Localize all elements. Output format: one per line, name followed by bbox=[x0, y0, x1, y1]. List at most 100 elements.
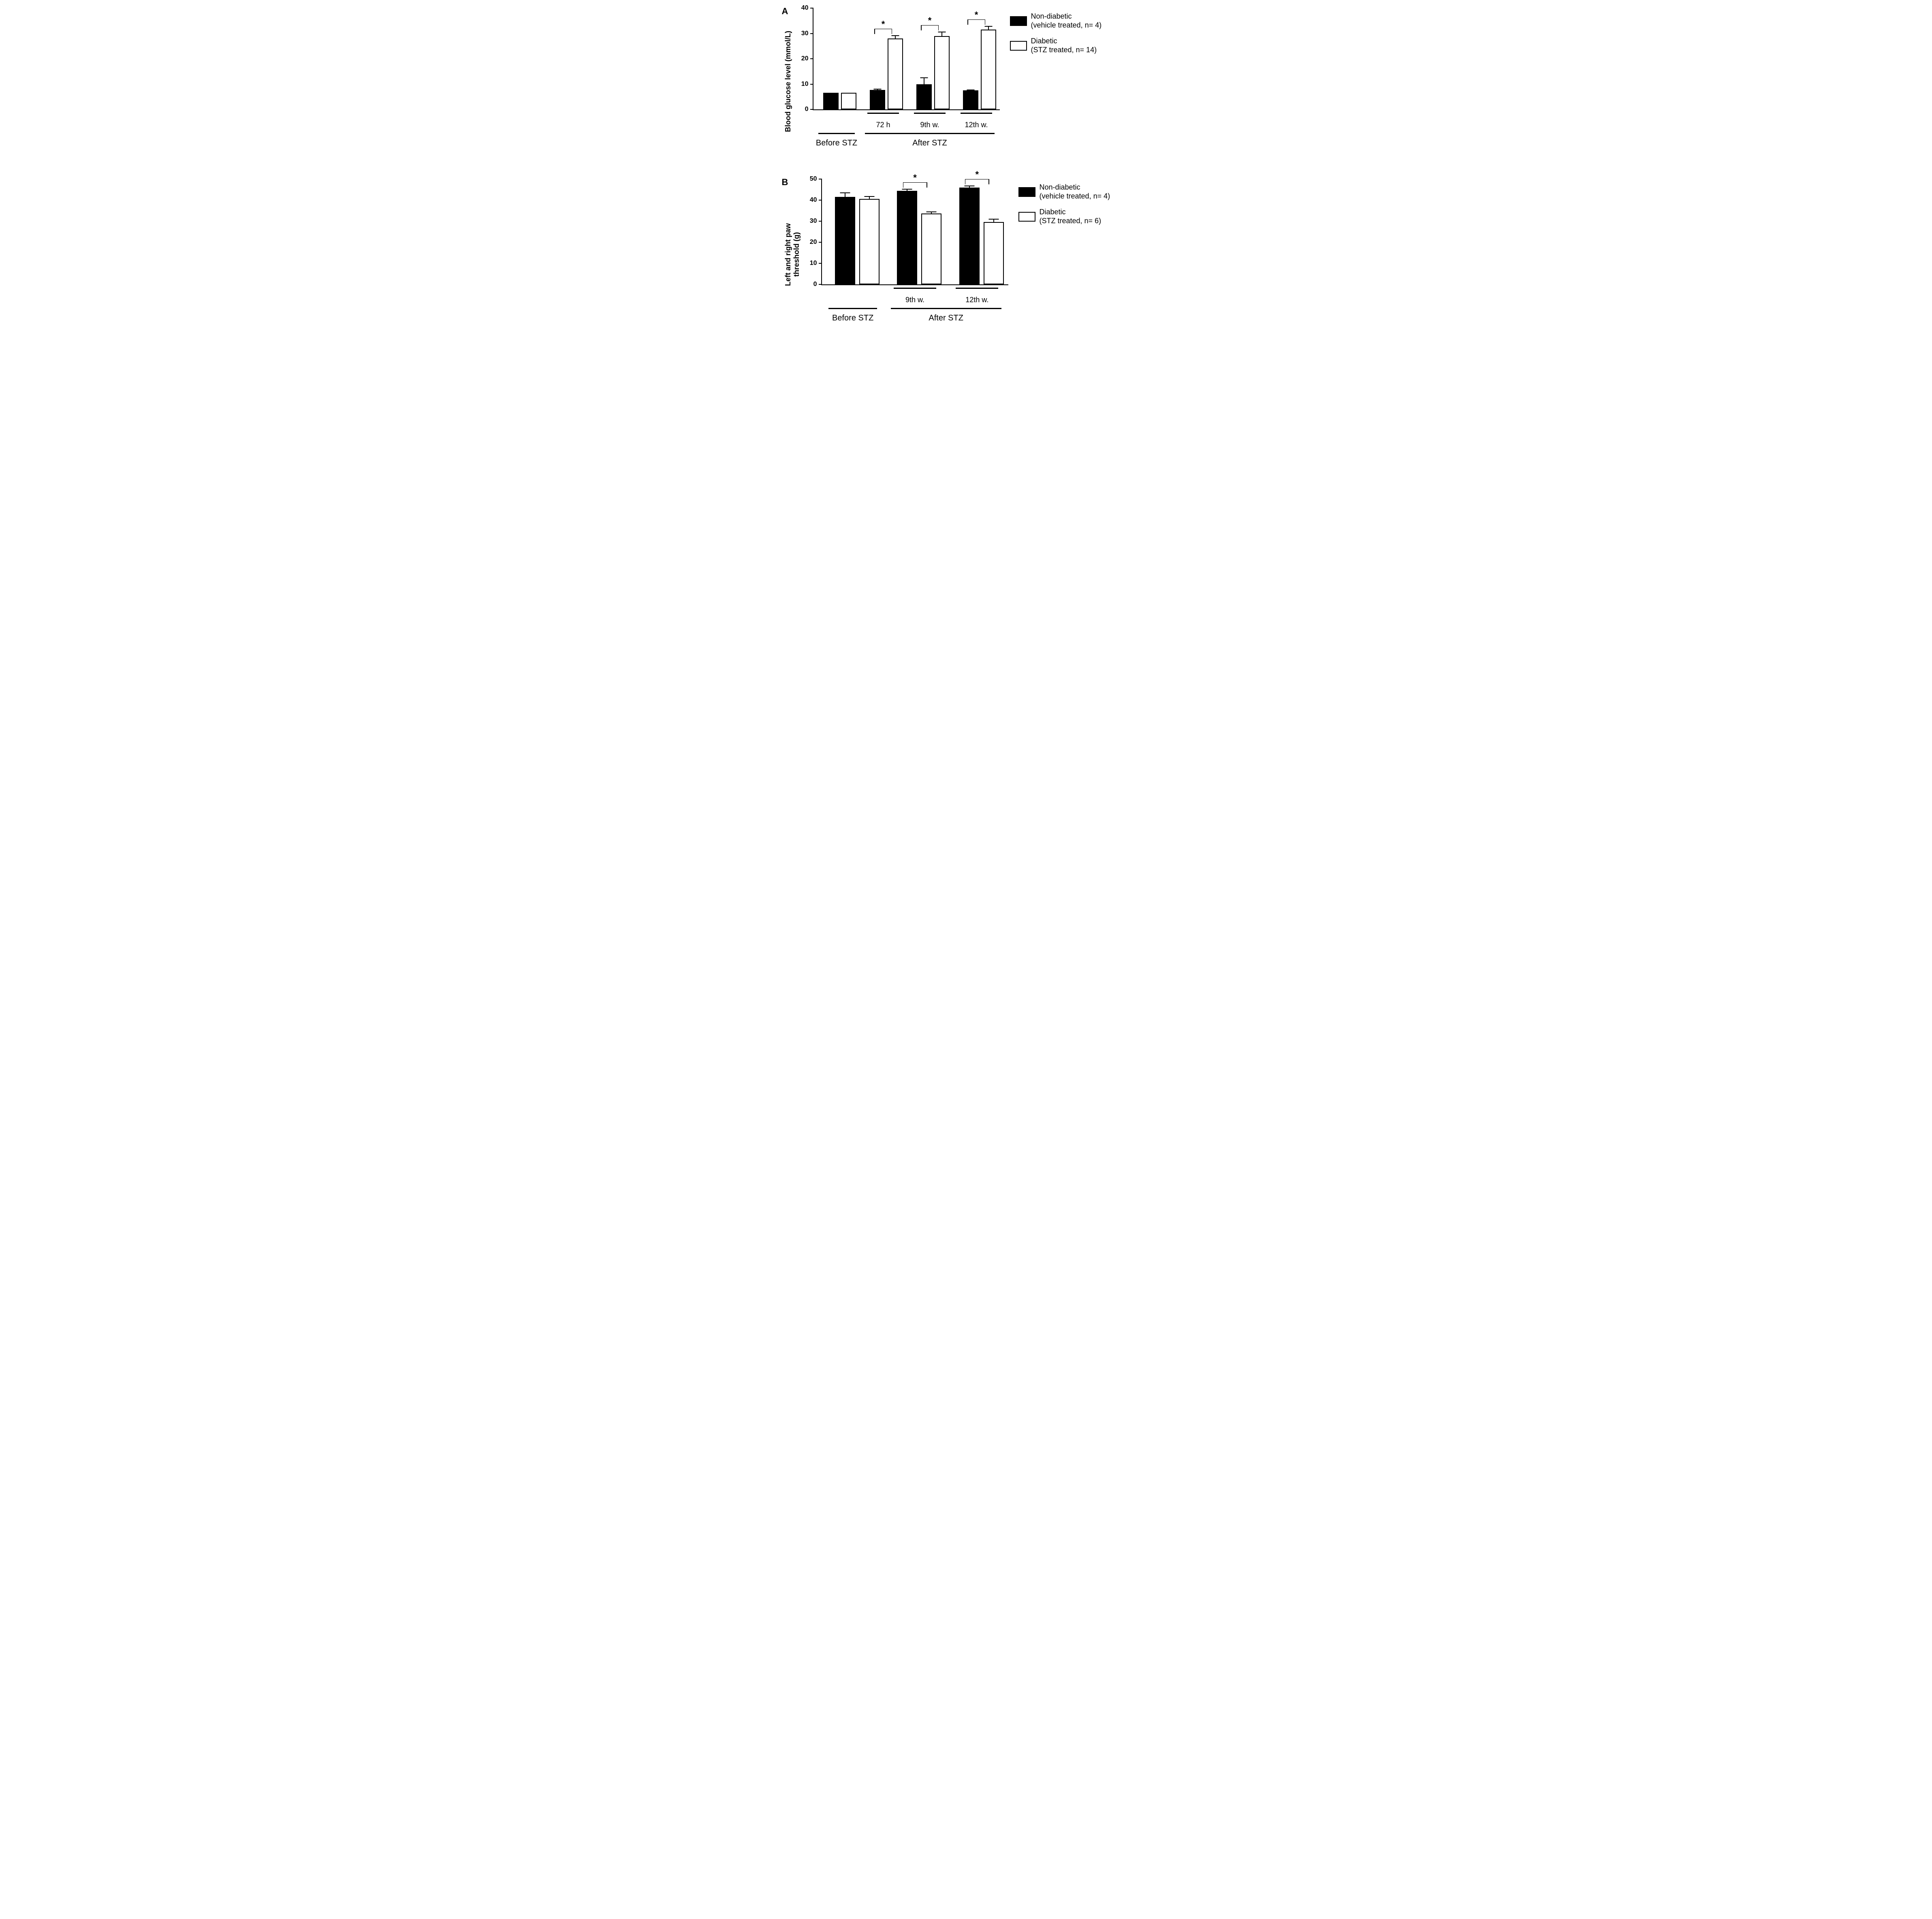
panel-a-group bbox=[860, 38, 907, 109]
panel-a-errorcap bbox=[827, 93, 835, 94]
panel-b-ytick-label: 50 bbox=[810, 175, 817, 183]
panel-b-section-underline-after bbox=[891, 308, 1001, 309]
panel-b-bar-dia bbox=[921, 213, 941, 284]
panel-a-ytick-label: 40 bbox=[801, 4, 809, 12]
panel-a-errorcap bbox=[874, 89, 882, 90]
panel-a-legend-text: Diabetic (STZ treated, n= 14) bbox=[1031, 37, 1097, 54]
panel-b-section-label-after: After STZ bbox=[929, 314, 963, 323]
panel-a-legend-item: Diabetic (STZ treated, n= 14) bbox=[1010, 37, 1102, 54]
panel-a-group-xlabel: 9th w. bbox=[920, 121, 939, 129]
panel-a-ytick-label: 10 bbox=[801, 81, 809, 88]
panel-b-ytick-label: 0 bbox=[813, 281, 817, 288]
panel-b-group bbox=[822, 197, 884, 284]
panel-b-legend-item: Non-diabetic (vehicle treated, n= 4) bbox=[1018, 183, 1110, 201]
panel-a-bar-dia bbox=[981, 30, 996, 109]
panel-a-errorbar bbox=[970, 90, 971, 91]
panel-a-errorbar bbox=[830, 93, 831, 94]
panel-a-bar-dia bbox=[934, 36, 950, 109]
panel-a-legend-swatch bbox=[1010, 16, 1027, 26]
panel-b-plot: 01020304050**9th w.12th w.Before STZAfte… bbox=[805, 179, 1008, 330]
panel-b-legend-text: Diabetic (STZ treated, n= 6) bbox=[1040, 208, 1102, 225]
panel-b-ytick bbox=[819, 200, 822, 201]
panel-a-section-label-after: After STZ bbox=[912, 139, 947, 148]
panel-b-bar-non bbox=[959, 188, 980, 284]
panel-b-errorbar bbox=[931, 211, 932, 214]
panel-b-chart-zone: Left and right paw threshold (g) 0102030… bbox=[784, 179, 1149, 330]
panel-a: A Blood glucose level (mmol/L) 010203040… bbox=[784, 8, 1149, 155]
panel-a-ylabel: Blood glucose level (mmol/L) bbox=[784, 31, 792, 132]
panel-b-ytick-label: 30 bbox=[810, 218, 817, 225]
panel-b-sig-star: * bbox=[976, 169, 979, 180]
panel-b-errorbar bbox=[993, 219, 994, 222]
panel-b-ytick bbox=[819, 263, 822, 264]
panel-a-ytick bbox=[810, 109, 813, 110]
panel-b-legend: Non-diabetic (vehicle treated, n= 4) Diab… bbox=[1018, 183, 1110, 233]
panel-b-bar-dia bbox=[859, 199, 880, 284]
panel-a-sig-star: * bbox=[882, 19, 885, 30]
panel-b-group bbox=[946, 188, 1008, 284]
panel-a-ytick-label: 0 bbox=[805, 106, 809, 113]
panel-a-plot-wrap: Blood glucose level (mmol/L) 010203040**… bbox=[784, 8, 1000, 155]
panel-a-errorcap bbox=[892, 35, 899, 36]
panel-a-bar-dia bbox=[888, 38, 903, 109]
panel-a-plot: 010203040***72 h9th w.12th w.Before STZA… bbox=[796, 8, 1000, 155]
panel-a-bars-row bbox=[813, 8, 1000, 109]
panel-a-group-underline bbox=[867, 113, 899, 114]
panel-a-legend: Non-diabetic (vehicle treated, n= 4) Diab… bbox=[1010, 12, 1102, 62]
panel-a-bar-non bbox=[963, 90, 978, 110]
panel-b: B Left and right paw threshold (g) 01020… bbox=[784, 179, 1149, 330]
figure-container: A Blood glucose level (mmol/L) 010203040… bbox=[784, 8, 1149, 330]
panel-a-errorbar bbox=[895, 35, 896, 39]
panel-a-group-underline bbox=[961, 113, 992, 114]
panel-b-errorbar bbox=[969, 186, 970, 188]
panel-a-bar-non bbox=[916, 84, 932, 110]
panel-a-group bbox=[953, 30, 1000, 109]
panel-a-ytick bbox=[810, 58, 813, 59]
panel-b-label: B bbox=[782, 177, 788, 188]
panel-a-ytick bbox=[810, 33, 813, 34]
panel-b-bar-non bbox=[835, 197, 855, 284]
panel-a-legend-item: Non-diabetic (vehicle treated, n= 4) bbox=[1010, 12, 1102, 30]
panel-a-errorcap bbox=[845, 93, 853, 94]
panel-b-group-xlabel: 12th w. bbox=[965, 296, 988, 304]
panel-b-errorcap bbox=[864, 196, 874, 197]
panel-b-bars-row bbox=[822, 179, 1008, 284]
panel-b-errorbar bbox=[869, 196, 870, 200]
panel-a-section-underline-before bbox=[818, 133, 855, 134]
panel-a-legend-text: Non-diabetic (vehicle treated, n= 4) bbox=[1031, 12, 1102, 30]
panel-b-axes: 01020304050**9th w.12th w.Before STZAfte… bbox=[821, 179, 1008, 285]
panel-a-label: A bbox=[782, 6, 788, 17]
panel-a-group-underline bbox=[914, 113, 946, 114]
panel-b-plot-wrap: Left and right paw threshold (g) 0102030… bbox=[784, 179, 1008, 330]
panel-b-ytick bbox=[819, 221, 822, 222]
panel-b-sig-star: * bbox=[913, 173, 917, 183]
panel-b-errorcap bbox=[927, 211, 937, 212]
panel-b-errorcap bbox=[988, 219, 999, 220]
panel-b-ytick-label: 40 bbox=[810, 196, 817, 204]
panel-a-ytick bbox=[810, 8, 813, 9]
panel-a-errorbar bbox=[848, 93, 849, 94]
panel-a-group-xlabel: 12th w. bbox=[965, 121, 988, 129]
panel-a-section-underline-after bbox=[865, 133, 995, 134]
panel-a-errorbar bbox=[988, 26, 989, 30]
panel-a-errorbar bbox=[877, 89, 878, 91]
panel-b-bar-non bbox=[897, 191, 917, 284]
panel-a-axes: 010203040***72 h9th w.12th w.Before STZA… bbox=[813, 8, 1000, 110]
panel-b-legend-swatch bbox=[1018, 212, 1035, 222]
panel-a-legend-swatch bbox=[1010, 41, 1027, 51]
panel-a-section-label-before: Before STZ bbox=[816, 139, 857, 148]
panel-b-legend-swatch bbox=[1018, 187, 1035, 197]
panel-b-ytick bbox=[819, 284, 822, 285]
panel-b-group-underline bbox=[894, 288, 936, 289]
panel-b-ylabel: Left and right paw threshold (g) bbox=[784, 223, 801, 286]
panel-a-group-xlabel: 72 h bbox=[876, 121, 890, 129]
panel-a-chart-zone: Blood glucose level (mmol/L) 010203040**… bbox=[784, 8, 1149, 155]
panel-a-errorcap bbox=[920, 77, 928, 78]
panel-b-ytick-label: 10 bbox=[810, 260, 817, 267]
panel-a-bar-dia bbox=[841, 93, 856, 109]
panel-a-group bbox=[907, 36, 953, 109]
panel-b-group-underline bbox=[956, 288, 998, 289]
panel-b-ytick-label: 20 bbox=[810, 239, 817, 246]
panel-a-bar-non bbox=[823, 93, 839, 109]
panel-b-errorcap bbox=[902, 189, 912, 190]
